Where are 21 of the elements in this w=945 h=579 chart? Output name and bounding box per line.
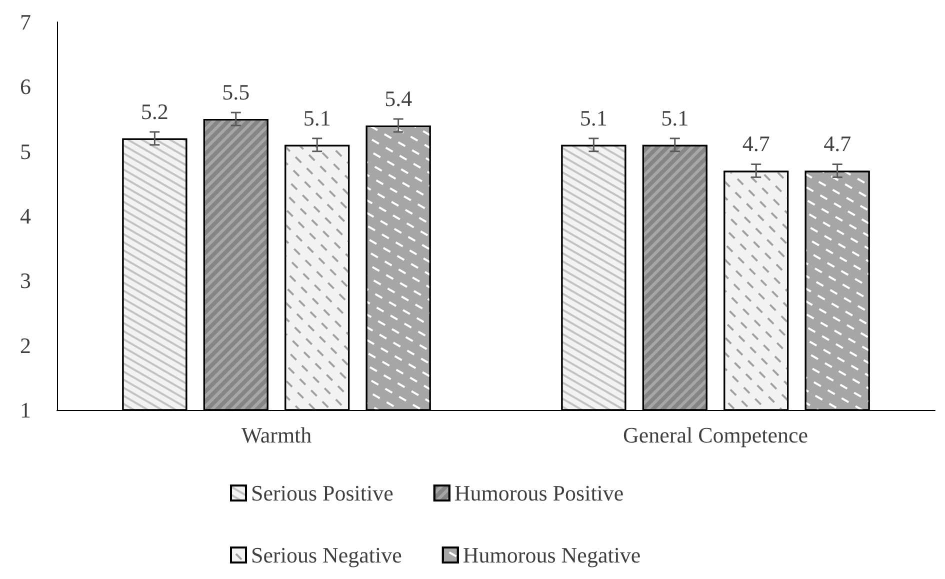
y-tick-label: 4 (20, 204, 31, 228)
y-tick-label: 3 (20, 268, 31, 294)
data-label: 4.7 (824, 131, 852, 156)
legend-label: Humorous Negative (462, 542, 641, 568)
legend-label: Humorous Positive (454, 480, 624, 506)
y-tick-label: 2 (20, 332, 31, 358)
data-label: 5.2 (140, 98, 168, 124)
data-label: 5.1 (580, 105, 608, 130)
y-tick-label: 1 (20, 398, 31, 422)
x-tick-label: General Competence (622, 422, 808, 448)
legend-label: Serious Positive (251, 480, 394, 506)
data-label: 5.1 (661, 105, 689, 130)
y-tick-label: 5 (20, 138, 31, 164)
y-tick-label: 7 (20, 10, 31, 34)
x-tick-label: Warmth (241, 422, 312, 448)
data-label: 4.7 (742, 131, 770, 156)
y-tick-label: 6 (20, 74, 31, 100)
data-label: 5.4 (384, 86, 412, 111)
legend-label: Serious Negative (251, 542, 402, 568)
data-label: 5.1 (303, 105, 331, 130)
data-label: 5.5 (222, 80, 250, 104)
